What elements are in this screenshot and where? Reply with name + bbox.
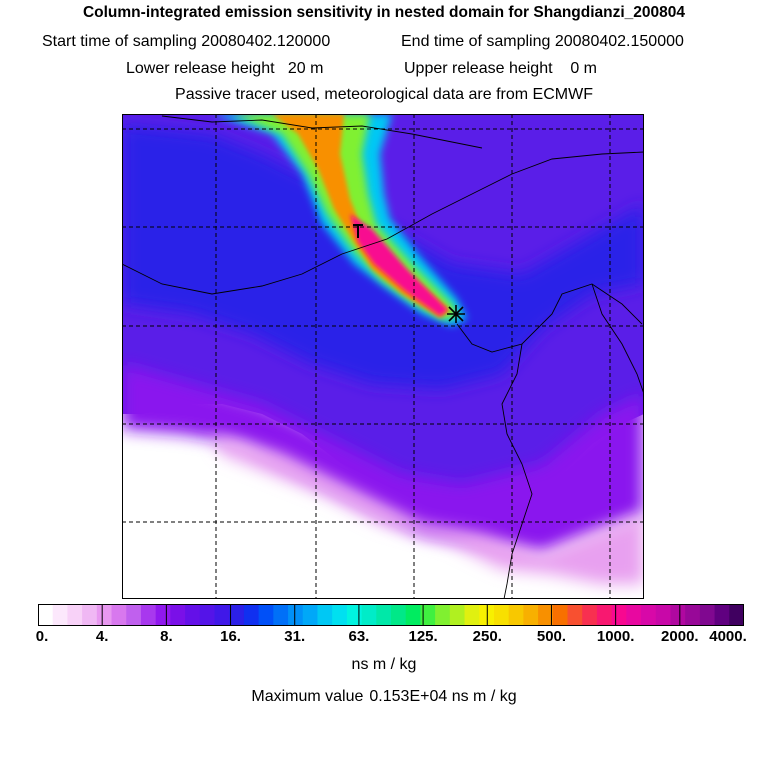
colorbar-segment	[685, 604, 701, 626]
upper-height: Upper release height 0 m	[404, 60, 597, 78]
colorbar-tick-label: 31.	[284, 628, 306, 645]
end-time-value: 20080402.150000	[554, 33, 684, 50]
colorbar-tick-label: 8.	[160, 628, 173, 645]
colorbar-segment	[243, 604, 260, 626]
colorbar-segment	[82, 604, 98, 626]
colorbar-segment	[38, 604, 54, 626]
end-time: End time of sampling 20080402.150000	[401, 33, 684, 51]
colorbar-tick-label: 1000.	[596, 628, 635, 645]
colorbar-tick-label: 63.	[348, 628, 370, 645]
start-time-value: 20080402.120000	[201, 33, 331, 50]
graticule	[122, 114, 644, 599]
field-light-south	[212, 434, 644, 584]
upper-height-value: 0 m	[570, 60, 597, 77]
colorbar-segment	[170, 604, 186, 626]
colorbar-segment	[258, 604, 274, 626]
colorbar-tick-label: 250.	[472, 628, 502, 645]
colorbar-segment	[611, 604, 627, 626]
colorbar-segment	[332, 604, 348, 626]
colorbar-segment	[391, 604, 407, 626]
colorbar-tick-label: 500.	[536, 628, 567, 645]
lower-height-value: 20 m	[287, 60, 324, 77]
colorbar-segment	[552, 604, 569, 626]
colorbar-segment	[273, 604, 289, 626]
colorbar-segment	[376, 604, 392, 626]
start-time: Start time of sampling 20080402.120000	[42, 33, 330, 51]
colorbar-segment	[185, 604, 201, 626]
coastlines	[122, 115, 644, 599]
maximum-value: Maximum value 0.153E+04 ns m / kg	[0, 688, 768, 706]
upper-height-label: Upper release height	[404, 60, 553, 77]
colorbar-segment	[538, 604, 554, 626]
maximum-value-number: 0.153E+04 ns m / kg	[369, 688, 517, 705]
colorbar-segment	[229, 604, 245, 626]
map-frame	[122, 114, 644, 599]
colorbar-tick-label: 2000.	[661, 628, 699, 645]
colorbar-units: ns m / kg	[351, 656, 417, 673]
colorbar-segment	[67, 604, 83, 626]
colorbar-segment	[596, 604, 613, 626]
colorbar-segment	[435, 604, 451, 626]
colorbar-frame	[38, 604, 744, 626]
colorbar-segment	[361, 604, 377, 626]
lower-height: Lower release height 20 m	[126, 60, 323, 78]
colorbar-segment	[655, 604, 672, 626]
colorbar-segment	[346, 604, 363, 626]
plume-max	[350, 214, 448, 316]
field-violet-south	[122, 364, 644, 554]
colorbar-segment	[641, 604, 657, 626]
colorbar-segment	[302, 604, 319, 626]
start-time-label: Start time of sampling	[42, 33, 197, 50]
colorbar-segment	[464, 604, 480, 626]
colorbar-segment	[493, 604, 510, 626]
tracer-note: Passive tracer used, meteorological data…	[175, 86, 593, 103]
colorbar-segment	[420, 604, 436, 626]
colorbar-segment	[567, 604, 583, 626]
colorbar-segment	[508, 604, 524, 626]
colorbar-segment	[214, 604, 230, 626]
colorbar-segment	[155, 604, 171, 626]
colorbar-segment	[96, 604, 113, 626]
colorbar-segment	[140, 604, 157, 626]
colorbar-segment	[199, 604, 216, 626]
colorbar-segment	[317, 604, 333, 626]
colorbar-tick-label: 16.	[220, 628, 241, 645]
colorbar-segment	[582, 604, 598, 626]
emission-sensitivity-map	[122, 114, 644, 599]
end-time-label: End time of sampling	[401, 33, 551, 50]
colorbar-segment	[111, 604, 127, 626]
page-title: Column-integrated emission sensitivity i…	[82, 4, 686, 21]
maximum-value-label: Maximum value	[251, 688, 364, 705]
colorbar-segment	[729, 604, 744, 626]
colorbar-segment	[699, 604, 716, 626]
receptor-marker	[447, 305, 465, 323]
colorbar-tick-label: 4000.	[709, 628, 747, 645]
colorbar-segment	[126, 604, 142, 626]
colorbar-segment	[670, 604, 686, 626]
colorbar-segment	[52, 604, 69, 626]
colorbar-tick-label: 4.	[95, 628, 109, 645]
colorbar	[38, 604, 744, 626]
colorbar-segment	[449, 604, 466, 626]
lower-height-label: Lower release height	[126, 60, 275, 77]
colorbar-segment	[288, 604, 304, 626]
colorbar-tick-label: 0.	[35, 628, 49, 645]
colorbar-tick-label: 125.	[408, 628, 438, 645]
colorbar-segment	[714, 604, 730, 626]
colorbar-segment	[405, 604, 422, 626]
colorbar-segment	[523, 604, 539, 626]
colorbar-segment	[626, 604, 642, 626]
station-marker	[353, 224, 363, 238]
